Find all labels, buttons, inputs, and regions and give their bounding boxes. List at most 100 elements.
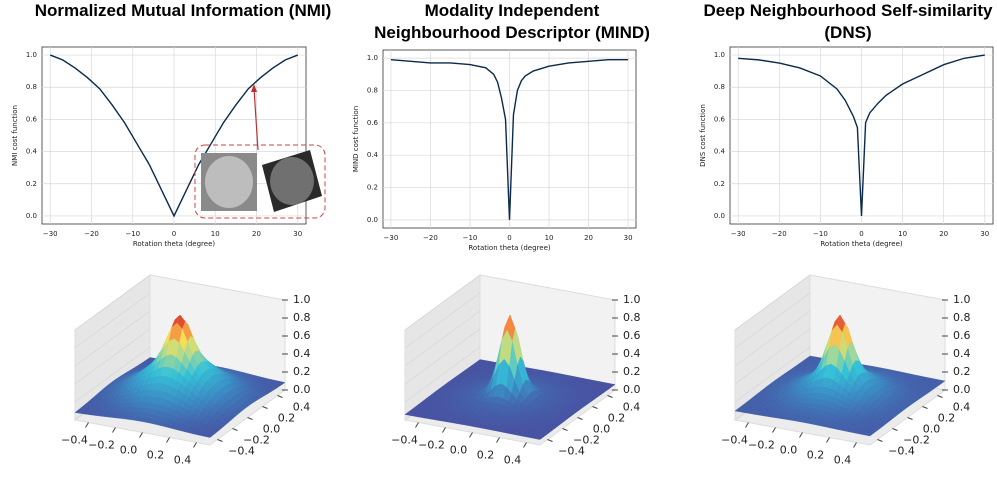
x-tick-label: 0.4 [504,454,522,467]
y-tick-label: 0.2 [278,412,296,425]
z-tick-label: 1.0 [293,293,311,306]
y-tick-label: 0.0 [367,216,378,224]
surface-patch [204,433,214,438]
chart-title: Normalized Mutual Information (NMI) [34,1,332,20]
x-tick-label: 0 [507,234,511,242]
y-tick-label: −0.4 [558,445,585,458]
grid-line [74,328,151,385]
y-tick [562,428,568,431]
x-tick-label: −0.2 [88,439,115,452]
y-tick-label: 0.6 [26,115,38,123]
x-tick-label: 10 [898,230,907,238]
y-tick-label: −0.4 [888,445,915,458]
x-tick [415,422,419,428]
y-axis-label: NMI cost function [11,105,19,166]
y-tick-label: −0.2 [573,434,600,447]
y-tick [892,428,898,431]
y-tick-label: 0.0 [26,212,37,220]
x-tick-label: −0.2 [748,439,775,452]
x-tick [166,437,170,443]
x-tick [85,422,89,428]
x-tick [799,432,803,438]
y-tick [577,417,583,420]
y-tick [262,406,268,409]
z-tick-label: 0.2 [293,365,311,378]
x-axis-label: Rotation theta (degree) [133,240,216,248]
x-tick-label: 0.4 [834,454,852,467]
chart-title: Modality Independent Neighbourhood Descr… [374,1,650,42]
y-tick-label: 0.6 [367,119,379,127]
line [738,54,985,216]
z-tick-label: 0.8 [953,311,971,324]
z-tick-label: 0.4 [293,347,311,360]
x-tick [496,437,500,443]
x-tick [112,427,116,433]
x-tick-label: 0.4 [174,454,192,467]
y-tick-label: 0.4 [367,151,379,159]
y-tick-label: 0.0 [593,423,611,436]
x-tick-label: −0.4 [721,434,748,447]
y-tick-label: 0.4 [623,401,641,414]
y-tick [247,417,253,420]
x-tick-label: −0.2 [418,439,445,452]
y-tick-label: −0.4 [228,445,255,458]
x-tick [442,427,446,433]
grid-line [404,274,481,331]
x-tick [772,427,776,433]
chart-title: Deep Neighbourhood Self-similarity (DNS) [703,1,993,42]
x-tick-label: 0.0 [450,444,468,457]
x-tick [139,432,143,438]
grid-line [734,328,811,385]
y-axis-label: MIND cost function [352,106,360,172]
x-tick-label: −10 [463,234,478,242]
line [390,59,629,220]
x-tick-label: −30 [384,234,399,242]
line [49,54,299,218]
y-tick-label: 0.2 [938,412,956,425]
x-tick-label: −10 [813,230,828,238]
x-tick [193,442,197,448]
grid-line [734,310,811,367]
x-tick-label: −20 [423,234,438,242]
grid-line [74,310,151,367]
z-tick-label: 0.8 [623,311,641,324]
z-tick-label: 1.0 [623,293,641,306]
y-tick-label: 0.4 [293,401,311,414]
y-tick [922,406,928,409]
brain-image-detail [205,156,253,208]
x-tick [523,442,527,448]
z-tick-label: 0.0 [623,383,641,396]
z-tick-label: 0.4 [953,347,971,360]
surface-patch [864,432,874,437]
y-tick [907,417,913,420]
y-tick-label: 0.2 [367,184,378,192]
y-tick-label: 0.0 [714,212,725,220]
x-tick-label: −30 [731,230,746,238]
y-tick-label: 0.4 [953,401,971,414]
x-tick-label: −0.4 [61,434,88,447]
y-tick-label: 0.8 [714,83,725,91]
nmi-inset [194,84,326,219]
grid-line [734,274,811,331]
x-tick [745,422,749,428]
x-tick-label: −0.4 [391,434,418,447]
y-axis-label: DNS cost function [699,104,707,167]
y-tick-label: 0.4 [26,148,38,156]
y-tick [607,395,613,398]
z-tick-label: 1.0 [953,293,971,306]
y-tick [547,439,553,442]
z-tick-label: 0.6 [953,329,971,342]
x-tick-label: 10 [545,234,554,242]
z-tick-label: 0.0 [293,383,311,396]
x-tick-label: 0.0 [120,444,138,457]
y-tick-label: 1.0 [26,51,37,59]
y-tick [277,395,283,398]
x-tick-label: 0.2 [807,449,825,462]
x-tick [826,437,830,443]
x-tick-label: −20 [84,230,99,238]
z-tick-label: 0.0 [953,383,971,396]
inset-arrowhead [251,84,257,92]
grid-line [404,346,481,403]
x-axis-label: Rotation theta (degree) [468,244,551,252]
